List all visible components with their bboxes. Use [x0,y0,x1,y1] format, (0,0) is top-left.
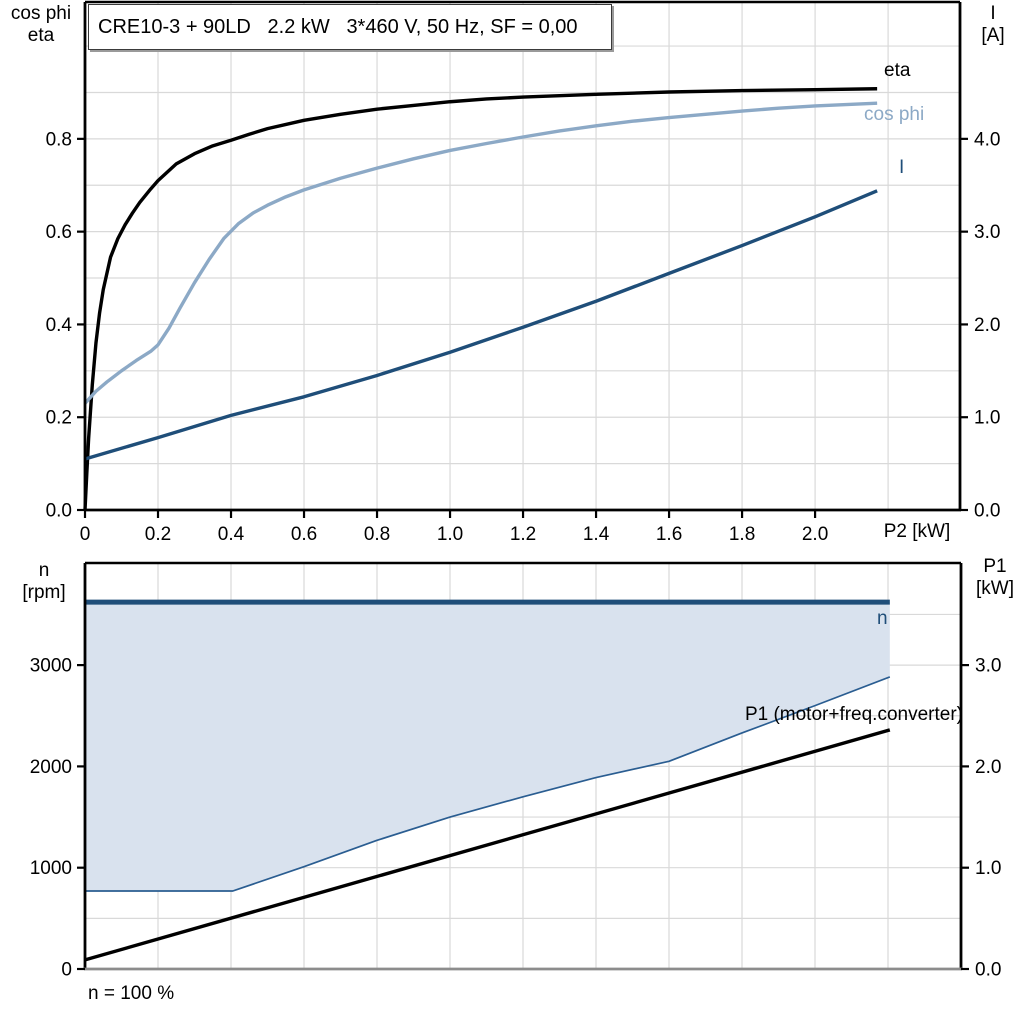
axis-label-current: I [990,3,996,24]
tick-label-left: 0.6 [46,222,72,243]
curve-i [84,189,878,461]
tick-label-bottom: 2.0 [802,524,828,545]
tick-label-left: 1000 [30,858,72,879]
tick-label-left: 0.2 [46,408,72,429]
axis-label-current-unit: [A] [981,25,1005,46]
x-axis-title-p2: P2 [kW] [883,521,951,542]
top-left-axis-label: cos phi eta [2,3,80,47]
tick-label-bottom: 1.6 [656,524,682,545]
tick-label-bottom: 0 [80,524,91,545]
tick-label-right: 2.0 [974,315,1000,336]
tick-label-right: 1.0 [975,858,1001,879]
tick-label-right: 2.0 [975,757,1001,778]
axis-label-rpm-unit: [rpm] [22,582,66,603]
chart-title: CRE10-3 + 90LD 2.2 kW 3*460 V, 50 Hz, SF… [98,15,578,38]
bottom-left-axis-label: n [rpm] [6,560,82,604]
axis-label-p1-unit: [kW] [976,578,1014,599]
tick-label-right: 0.0 [975,960,1001,981]
chart-title-box: CRE10-3 + 90LD 2.2 kW 3*460 V, 50 Hz, SF… [88,4,612,50]
tick-label-bottom: 0.6 [291,524,317,545]
tick-label-left: 0.4 [46,315,73,336]
axis-label-n: n [38,560,50,581]
top-right-axis-label: I [A] [965,3,1021,47]
tick-label-right: 3.0 [974,222,1000,243]
tick-label-left: 0.0 [46,501,72,522]
tick-label-bottom: 0.8 [364,524,390,545]
tick-label-bottom: 1.0 [437,524,463,545]
axis-label-cos-phi: cos phi [10,3,72,24]
curve-label-current: I [899,157,905,178]
tick-label-bottom: 0.2 [145,524,171,545]
tick-label-bottom: 1.8 [729,524,755,545]
tick-label-bottom: 1.2 [510,524,536,545]
axis-label-eta: eta [27,25,55,46]
curve-label-cos-phi: cos phi [864,104,925,125]
tick-label-right: 1.0 [974,408,1000,429]
curve-label-n: n [877,608,888,629]
tick-label-right: 0.0 [974,501,1000,522]
tick-label-bottom: 1.4 [583,524,610,545]
tick-label-left: 3000 [30,656,72,677]
bottom-right-axis-label: P1 [kW] [966,556,1024,600]
axis-label-p1: P1 [983,556,1007,577]
tick-label-right: 4.0 [974,129,1000,150]
curve-p1-motor-freq-converter- [84,728,891,962]
tick-label-left: 0 [61,960,72,981]
tick-label-right: 3.0 [975,656,1001,677]
speed-range-area [85,602,890,892]
tick-label-left: 2000 [30,757,72,778]
curve-label-eta: eta [884,60,911,81]
curve-minimum-speed-boundary [85,676,891,892]
tick-label-left: 0.8 [46,129,72,150]
curve-cos-phi [83,101,878,405]
curve-eta [83,87,878,511]
curve-label-p1: P1 (motor+freq.converter) [744,704,963,725]
tick-label-bottom: 0.4 [218,524,245,545]
footnote-speed-percent: n = 100 % [88,983,175,1004]
